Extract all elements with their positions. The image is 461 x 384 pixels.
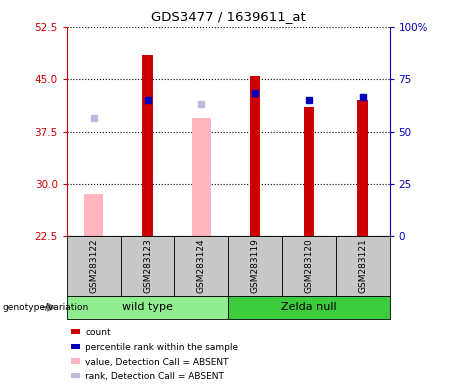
Bar (250, 76, 260, 236)
Bar (174, 236, 228, 296)
Text: GSM283119: GSM283119 (251, 238, 260, 293)
Text: percentile rank within the sample: percentile rank within the sample (85, 343, 238, 352)
Text: GSM283124: GSM283124 (197, 238, 206, 293)
Bar (142, 55, 153, 236)
Text: GSM283122: GSM283122 (89, 238, 98, 293)
Text: GSM283123: GSM283123 (143, 238, 152, 293)
Text: genotype/variation: genotype/variation (2, 303, 89, 312)
Bar (228, 296, 390, 319)
Bar (336, 236, 390, 296)
Text: Zelda null: Zelda null (281, 302, 337, 312)
Bar (84, 194, 103, 236)
Bar (67, 296, 228, 319)
Bar (357, 100, 368, 236)
Bar (282, 236, 336, 296)
Text: wild type: wild type (122, 302, 173, 312)
Text: GSM283120: GSM283120 (304, 238, 313, 293)
Bar (228, 236, 282, 296)
Bar (192, 118, 211, 236)
Bar (304, 107, 314, 236)
Bar (67, 236, 121, 296)
Bar (121, 236, 174, 296)
Text: value, Detection Call = ABSENT: value, Detection Call = ABSENT (85, 358, 229, 367)
Text: count: count (85, 328, 111, 338)
Text: GSM283121: GSM283121 (358, 238, 367, 293)
Title: GDS3477 / 1639611_at: GDS3477 / 1639611_at (151, 10, 306, 23)
Text: rank, Detection Call = ABSENT: rank, Detection Call = ABSENT (85, 372, 224, 381)
